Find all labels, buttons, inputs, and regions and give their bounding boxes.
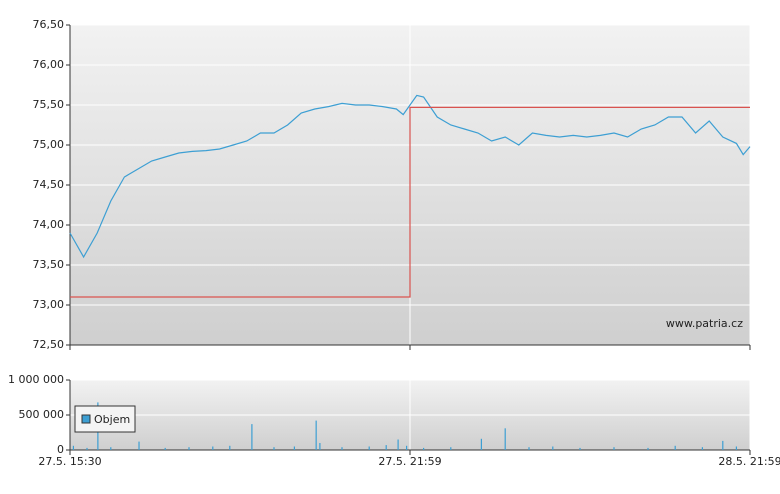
volume-bar <box>164 447 166 450</box>
volume-bar <box>315 420 317 450</box>
y-tick-label: 76,00 <box>33 58 65 71</box>
volume-bar <box>613 447 615 450</box>
volume-bar <box>273 447 275 450</box>
volume-bar <box>385 445 387 450</box>
volume-bar <box>86 447 88 450</box>
y-tick-label: 75,50 <box>33 98 65 111</box>
x-tick-label: 27.5. 21:59 <box>378 455 441 468</box>
legend-label: Objem <box>94 413 130 426</box>
volume-bar <box>735 446 737 450</box>
volume-bar <box>528 447 530 450</box>
y-tick-label: 74,50 <box>33 178 65 191</box>
volume-bar <box>647 447 649 450</box>
volume-bar <box>188 447 190 450</box>
volume-bar <box>341 447 343 450</box>
y-tick-label: 73,50 <box>33 258 65 271</box>
volume-bar <box>72 445 74 450</box>
y-tick-label: 74,00 <box>33 218 65 231</box>
y-tick-label: 75,00 <box>33 138 65 151</box>
volume-bar <box>397 439 399 450</box>
x-tick-label: 28.5. 21:59 <box>718 455 780 468</box>
volume-bar <box>552 446 554 450</box>
volume-bar <box>579 447 581 450</box>
volume-bar <box>251 424 253 450</box>
volume-bar <box>110 447 112 450</box>
volume-bar <box>701 447 703 450</box>
y-tick-label: 1 000 000 <box>8 373 64 386</box>
y-tick-label: 0 <box>57 443 64 456</box>
y-tick-label: 73,00 <box>33 298 65 311</box>
volume-bar <box>229 445 231 450</box>
watermark: www.patria.cz <box>666 317 743 330</box>
volume-bar <box>319 443 321 450</box>
volume-bar <box>722 440 724 450</box>
volume-bar <box>406 445 408 450</box>
volume-bar <box>368 446 370 450</box>
volume-bar <box>450 447 452 450</box>
y-tick-label: 76,50 <box>33 18 65 31</box>
volume-bar <box>293 446 295 450</box>
legend-swatch <box>81 414 91 424</box>
volume-bar <box>138 441 140 450</box>
volume-bar <box>480 438 482 450</box>
volume-bar <box>674 445 676 450</box>
x-tick-label: 27.5. 15:30 <box>38 455 101 468</box>
y-tick-label: 500 000 <box>19 408 65 421</box>
price-line <box>69 94 751 259</box>
volume-bar <box>212 446 214 450</box>
volume-bar <box>504 428 506 450</box>
y-tick-label: 72,50 <box>33 338 65 351</box>
price-line <box>70 106 750 298</box>
volume-bar <box>423 447 425 450</box>
